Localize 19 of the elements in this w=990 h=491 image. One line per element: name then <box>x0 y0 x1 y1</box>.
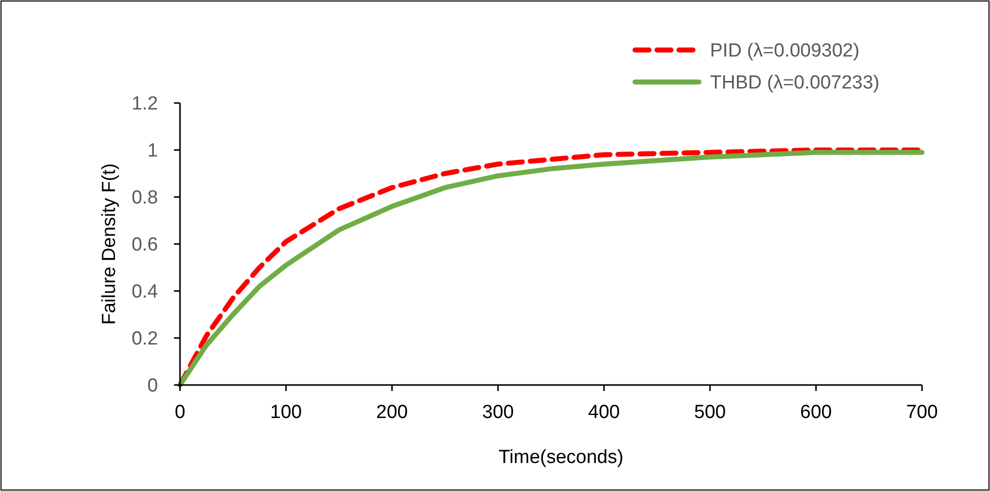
y-tick-label: 1.2 <box>132 94 158 115</box>
y-tick-label: 0.6 <box>132 234 158 256</box>
y-tick-label: 0.2 <box>132 328 158 350</box>
y-tick-label: 0.8 <box>132 188 158 209</box>
x-axis-title: Time(seconds) <box>498 447 624 468</box>
x-tick-label: 400 <box>588 402 620 423</box>
y-tick-label: 0 <box>147 376 158 397</box>
y-tick-label: 1 <box>147 140 158 162</box>
x-tick-label: 300 <box>482 402 514 423</box>
y-axis-title: Failure Density F(t) <box>99 163 120 325</box>
x-tick-label: 100 <box>270 402 302 423</box>
legend-label: PID (λ=0.009302) <box>710 40 860 62</box>
x-tick-label: 500 <box>694 402 726 423</box>
legend-label: THBD (λ=0.007233) <box>710 72 880 94</box>
x-tick-label: 0 <box>174 402 186 423</box>
y-tick-label: 0.4 <box>132 282 158 303</box>
x-tick-label: 600 <box>800 402 832 423</box>
x-tick-label: 200 <box>376 402 408 423</box>
x-tick-label: 700 <box>906 402 938 423</box>
